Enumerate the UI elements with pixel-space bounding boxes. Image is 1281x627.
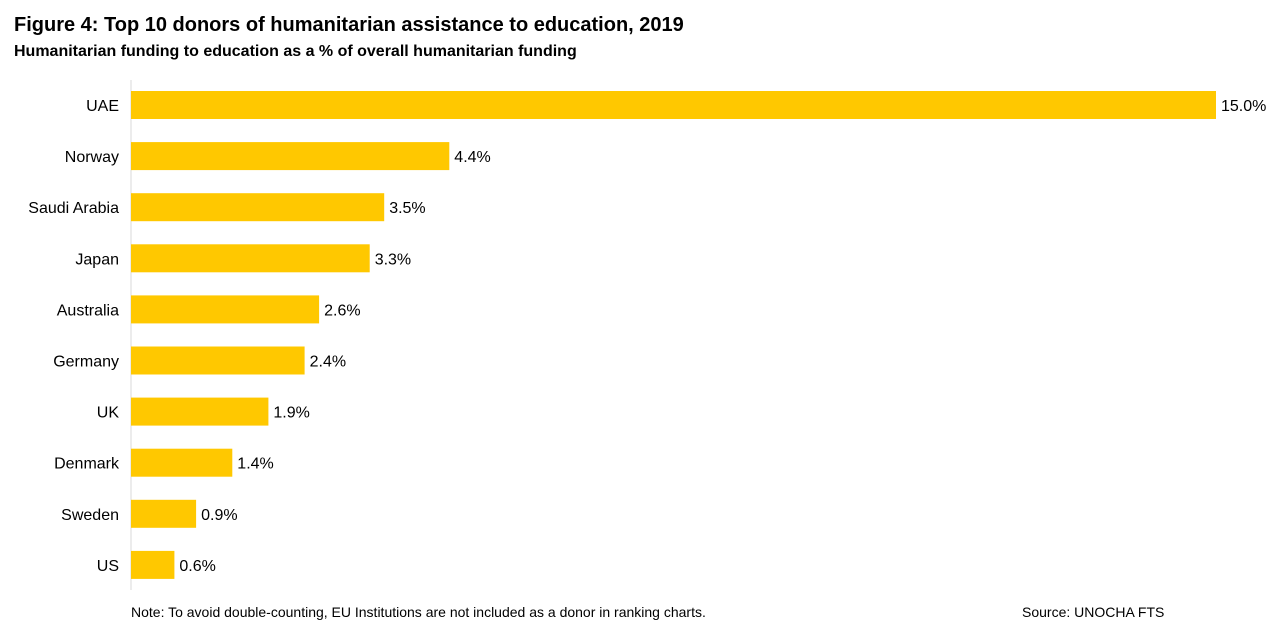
bar-japan	[131, 244, 370, 273]
bar-us	[131, 550, 175, 579]
value-label: 0.9%	[201, 507, 237, 524]
category-label: UAE	[86, 98, 119, 115]
footnote: Note: To avoid double-counting, EU Insti…	[131, 604, 706, 620]
category-label: Japan	[75, 251, 119, 268]
category-label: UK	[97, 405, 120, 422]
value-label: 15.0%	[1221, 98, 1266, 115]
bar-norway	[131, 142, 450, 171]
bar-uk	[131, 397, 269, 426]
category-label: Saudi Arabia	[28, 200, 119, 217]
category-label: Denmark	[54, 456, 120, 473]
bar-germany	[131, 346, 305, 375]
value-label: 3.3%	[375, 251, 411, 268]
bar-uae	[131, 91, 1216, 119]
value-label: 1.9%	[273, 405, 309, 422]
category-label: Sweden	[61, 507, 119, 524]
category-label: Germany	[53, 354, 119, 371]
bar-denmark	[131, 448, 233, 477]
value-label: 2.6%	[324, 302, 360, 319]
value-label: 4.4%	[454, 149, 490, 166]
category-label: Australia	[57, 302, 119, 319]
bar-saudi-arabia	[131, 193, 385, 222]
value-label: 0.6%	[179, 558, 215, 575]
bar-chart: UAE 15.0% Norway 4.4% Saudi Arabia 3.5% Japan 3…	[28, 80, 1266, 590]
source-note: Source: UNOCHA FTS	[1022, 604, 1165, 620]
value-label: 3.5%	[389, 200, 425, 217]
chart-subtitle: Humanitarian funding to education as a %…	[14, 43, 577, 60]
category-label: US	[97, 558, 119, 575]
bar-sweden	[131, 499, 197, 528]
category-label: Norway	[65, 149, 119, 166]
bar-australia	[131, 295, 320, 324]
value-label: 1.4%	[237, 456, 273, 473]
value-label: 2.4%	[310, 354, 346, 371]
chart-title: Figure 4: Top 10 donors of humanitarian …	[14, 14, 684, 36]
